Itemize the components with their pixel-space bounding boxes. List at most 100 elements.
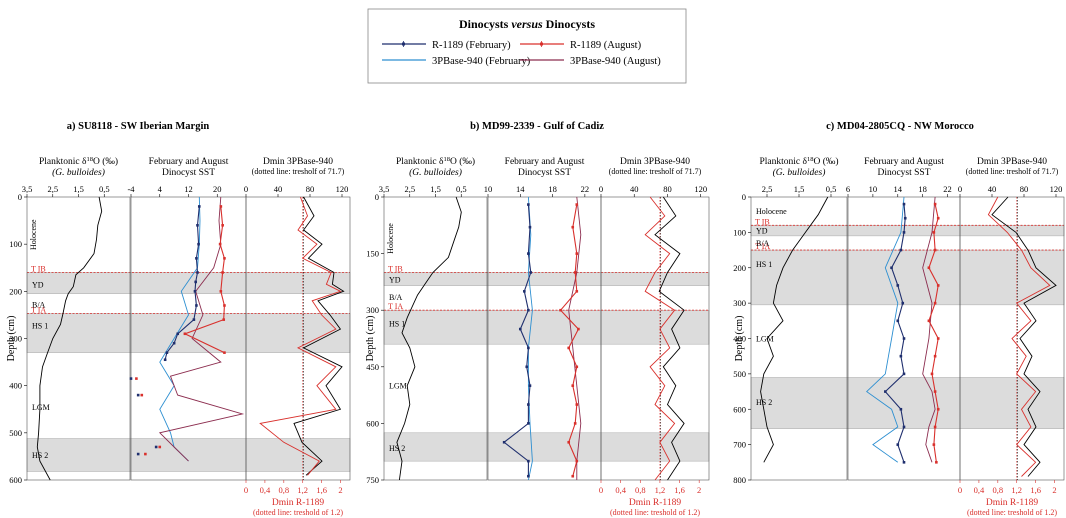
sst-r1189-aug-point — [571, 384, 575, 387]
dminR-header: Dmin R-1189 — [629, 498, 681, 508]
legend-items: R-1189 (February) R-1189 (August) 3PBase-9… — [382, 40, 661, 67]
sst-3pb-aug-line — [568, 196, 582, 480]
top-tick-label: 2,5 — [47, 184, 58, 194]
bottom-tick-label: 0,4 — [260, 485, 271, 495]
top-tick-label: 1,5 — [794, 184, 805, 194]
panel-1: a) SU8118 - SW Iberian Margin T IB T IA Hol… — [6, 121, 351, 517]
sst-r1189-feb-point — [899, 248, 903, 252]
top-tick-label: 80 — [306, 184, 315, 194]
interval-label: YD — [32, 280, 44, 289]
sst-r1189-feb-point — [902, 202, 906, 206]
sst-r1189-feb-point — [899, 354, 903, 358]
dminR-header: Dmin R-1189 — [986, 498, 1038, 508]
sst-r1189-feb-point — [528, 225, 532, 229]
sst-r1189-feb-point — [896, 284, 900, 287]
depth-tick-label: 400 — [733, 334, 746, 344]
sst-r1189-aug-point — [559, 308, 562, 312]
isotope-header: Planktonic δ18O (‰) — [759, 156, 838, 167]
sst-r1189-feb-point — [902, 337, 906, 340]
sst-r1189-aug-point — [218, 242, 222, 246]
sst-r1189-feb-point — [129, 377, 133, 380]
bottom-tick-label: 0,4 — [615, 485, 626, 495]
dmin-header: Dmin 3PBase-940 — [263, 157, 333, 167]
dmin-header-2: (dotted line: tresholf of 71.7) — [966, 167, 1059, 176]
sst-r1189-aug-point — [575, 203, 579, 206]
top-tick-label: 0 — [599, 184, 603, 194]
isotope-header-text2: O (‰) — [450, 156, 475, 167]
sst-r1189-aug-point — [577, 327, 580, 331]
dmin-r1189-line — [987, 196, 1051, 477]
sst-r1189-feb-line — [884, 204, 906, 463]
sst-r1189-aug-point — [575, 252, 579, 255]
sst-r1189-aug-point — [573, 271, 577, 274]
isotope-header-text: Planktonic δ — [39, 157, 87, 167]
sst-r1189-aug-point — [575, 403, 579, 406]
sst-r1189-aug-point — [571, 474, 575, 478]
sst-r1189-aug-point — [219, 205, 223, 208]
bottom-tick-label: 0,8 — [635, 485, 646, 495]
top-tick-label: 2,5 — [404, 184, 415, 194]
sst-3pb-aug-line — [922, 196, 936, 463]
sst-r1189-aug-point — [933, 354, 937, 358]
depth-tick-label: 500 — [733, 369, 746, 379]
depth-tick-label: 300 — [366, 305, 379, 315]
bottom-tick-label: 2 — [1052, 485, 1056, 495]
top-tick-label: 14 — [894, 184, 903, 194]
sst-r1189-aug-point — [219, 290, 223, 293]
sst-r1189-feb-point — [525, 365, 529, 369]
interval-label: HS 2 — [756, 398, 772, 407]
top-tick-label: 80 — [1020, 184, 1029, 194]
sst-r1189-feb-point — [136, 393, 140, 397]
bottom-tick-label: 1,2 — [655, 485, 666, 495]
sst-r1189-feb-point — [527, 308, 530, 312]
shaded-interval — [383, 310, 710, 345]
boundary-label: T IB — [388, 264, 403, 273]
interval-label: B/A — [32, 301, 46, 310]
boundary-label: T IA — [31, 306, 46, 315]
top-tick-label: 20 — [213, 184, 222, 194]
sst-r1189-feb-point — [197, 205, 201, 208]
isotope-header-species: (G. bulloides) — [773, 167, 826, 178]
boundary-label: T IB — [31, 264, 46, 273]
sst-r1189-feb-point — [527, 459, 530, 463]
sst-r1189-aug-point — [933, 301, 937, 305]
panel-title: b) MD99-2339 - Gulf of Cadiz — [470, 121, 604, 132]
shaded-interval — [383, 432, 710, 462]
interval-label: HS 2 — [32, 451, 48, 460]
sst-r1189-feb-point — [154, 445, 158, 449]
sst-r1189-aug-point — [223, 304, 226, 307]
bottom-tick-label: 2 — [697, 485, 701, 495]
dmin-header: Dmin 3PBase-940 — [620, 157, 690, 167]
legend-box — [367, 8, 687, 84]
top-tick-label: -4 — [127, 184, 135, 194]
depth-axis-label: Depth (cm) — [734, 316, 745, 362]
sst-r1189-feb-point — [902, 372, 906, 376]
top-tick-label: 18 — [548, 184, 557, 194]
bottom-tick-label: 0,8 — [279, 485, 290, 495]
bottom-tick-label: 0 — [958, 485, 962, 495]
panel-title: a) SU8118 - SW Iberian Margin — [67, 121, 210, 132]
sst-r1189-feb-point — [196, 271, 199, 274]
sst-r1189-aug-point — [930, 372, 934, 376]
sst-r1189-aug-point — [575, 459, 579, 463]
sst-r1189-aug-point — [927, 266, 931, 270]
sst-r1189-aug-point — [573, 422, 577, 425]
dmin-3pb-line — [991, 196, 1057, 477]
dmin-header: Dmin 3PBase-940 — [977, 157, 1047, 167]
top-tick-label: 0 — [958, 184, 962, 194]
interval-label: LGM — [756, 335, 774, 344]
interval-label: LGM — [389, 382, 407, 391]
sst-r1189-aug-point — [222, 318, 226, 321]
depth-tick-label: 800 — [733, 475, 746, 485]
boundary-label: T IB — [755, 217, 770, 226]
interval-label: HS 1 — [756, 260, 772, 269]
top-tick-label: 1,5 — [73, 184, 84, 194]
dmin-header-2: (dotted line: tresholf of 71.7) — [609, 167, 702, 176]
sst-r1189-aug-point — [223, 351, 226, 354]
bottom-tick-label: 0,8 — [993, 485, 1004, 495]
sst-r1189-aug-point — [935, 461, 938, 464]
depth-tick-label: 0 — [375, 192, 379, 202]
isotope-header-species: (G. bulloides) — [52, 167, 105, 178]
sst-r1189-feb-point — [901, 301, 905, 305]
